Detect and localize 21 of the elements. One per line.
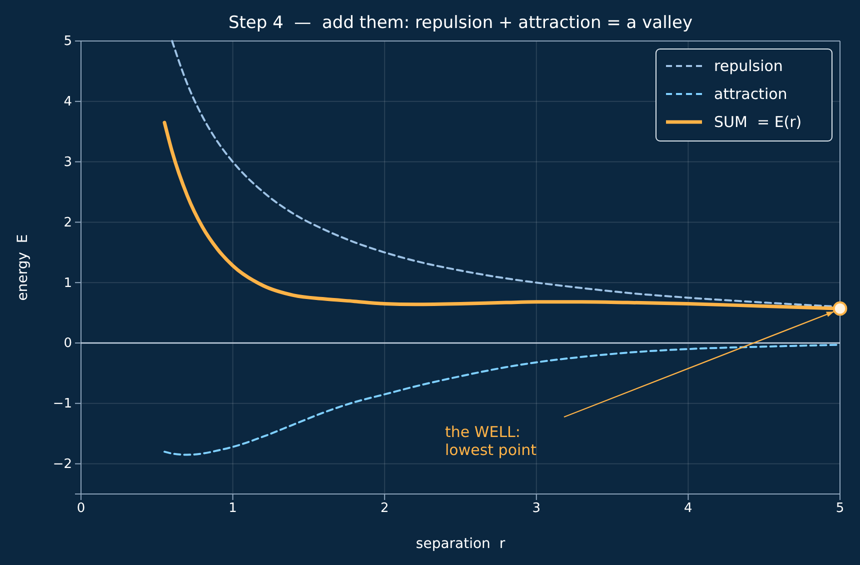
x-tick-label: 1 xyxy=(228,501,237,516)
x-tick-label: 0 xyxy=(76,501,86,516)
x-tick-label: 4 xyxy=(684,501,692,516)
y-tick-label: 1 xyxy=(64,276,72,291)
y-tick-label: −2 xyxy=(52,456,72,472)
chart-title: Step 4 — add them: repulsion + attraction = a valley xyxy=(228,13,693,33)
y-tick-label: 4 xyxy=(64,94,72,110)
x-tick-label: 5 xyxy=(836,501,844,516)
x-tick-label: 2 xyxy=(380,501,389,516)
legend-label: repulsion xyxy=(714,57,783,75)
legend-label: SUM = E(r) xyxy=(714,113,802,131)
y-tick-label: −1 xyxy=(52,396,72,412)
legend-label: attraction xyxy=(714,85,788,103)
y-tick-label: 5 xyxy=(64,34,72,50)
y-tick-label: 0 xyxy=(64,336,72,352)
y-tick-label: 2 xyxy=(64,215,72,230)
y-axis-title: energy E xyxy=(15,234,31,301)
y-tick-label: 3 xyxy=(64,154,72,170)
annotation: the WELL: lowest point xyxy=(445,423,537,459)
x-tick-label: 3 xyxy=(532,501,541,516)
x-axis-title: separation r xyxy=(416,536,506,552)
